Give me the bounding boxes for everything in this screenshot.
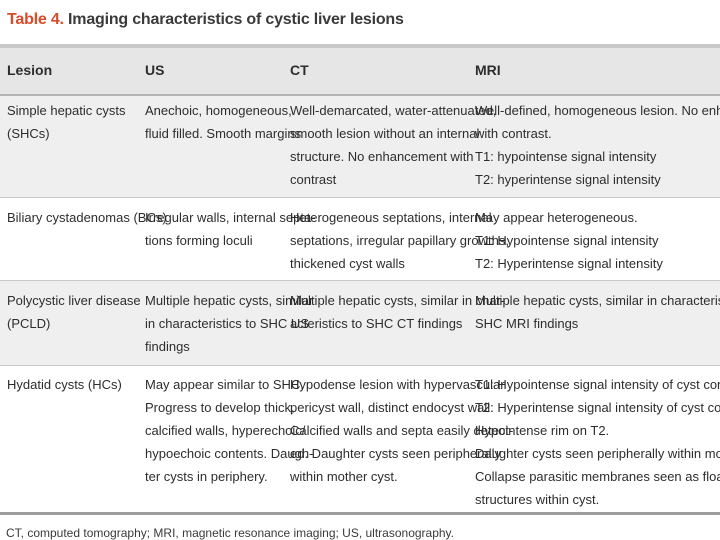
cell-line: Multiple hepatic cysts, similar in char- (290, 293, 506, 308)
table-header-row (0, 48, 720, 96)
cell-line: findings (145, 339, 190, 354)
cell-line: Polycystic liver disease (7, 293, 141, 308)
cell-line: Biliary cystadenomas (BCs) (7, 210, 167, 225)
bottom-rule (0, 512, 720, 515)
cell-line: T1: Hypointense signal intensity of cyst… (475, 377, 720, 392)
table-row (0, 281, 720, 365)
cell-line: Simple hepatic cysts (7, 103, 126, 118)
cell-line: hypoechoic contents. Daugh- (145, 446, 314, 461)
cell-line: ed. Daughter cysts seen peripherally (290, 446, 502, 461)
table-number: Table 4. (7, 11, 64, 28)
cell-line: septations, irregular papillary growths, (290, 233, 509, 248)
cell-mri: Well-defined, homogeneous lesion. No enh… (475, 99, 720, 191)
cell-line: calcified walls, hyperechoic/ (145, 423, 306, 438)
row-divider (0, 280, 720, 281)
row-divider (0, 365, 720, 366)
cell-lesion: Biliary cystadenomas (BCs) (7, 206, 167, 229)
cell-us: Multiple hepatic cysts, similar in chara… (145, 289, 313, 358)
table-row (0, 96, 720, 197)
cell-line: May appear similar to SHC. (145, 377, 304, 392)
cell-line: T2: Hyperintense signal intensity (475, 256, 663, 271)
cell-us: Irregular walls, internal septa- tions f… (145, 206, 316, 252)
cell-line: Hypodense lesion with hypervascular (290, 377, 505, 392)
cell-line: T1: Hypointense signal intensity (475, 233, 659, 248)
cell-line: Well-demarcated, water-attenuated, (290, 103, 497, 118)
cell-line: fluid filled. Smooth margins (145, 126, 302, 141)
table-row (0, 198, 720, 280)
cell-line: structure. No enhancement with (290, 149, 474, 164)
cell-line: contrast (290, 172, 337, 187)
cell-line: May appear heterogeneous. (475, 210, 638, 225)
cell-ct: Hypodense lesion with hypervascular peri… (290, 373, 513, 488)
cell-line: Hydatid cysts (HCs) (7, 377, 122, 392)
cell-ct: Heterogeneous septations, internal septa… (290, 206, 509, 275)
table-title: Table 4. Imaging characteristics of cyst… (7, 11, 404, 29)
table-row (0, 366, 720, 512)
cell-line: structures within cyst. (475, 492, 600, 507)
cell-line: Daughter cysts seen peripherally within … (475, 446, 720, 461)
cell-mri: Multiple hepatic cysts, similar in chara… (475, 289, 720, 335)
cell-us: Anechoic, homogeneous, fluid filled. Smo… (145, 99, 301, 145)
cell-line: acteristics to SHC CT findings (290, 316, 463, 331)
header-ct: CT (290, 62, 309, 78)
row-divider (0, 197, 720, 198)
header-us: US (145, 62, 165, 78)
cell-line: SHC MRI findings (475, 316, 579, 331)
cell-lesion: Polycystic liver disease (PCLD) (7, 289, 141, 335)
header-mri: MRI (475, 62, 501, 78)
cell-mri: May appear heterogeneous. T1: Hypointens… (475, 206, 663, 275)
cell-line: smooth lesion without an internal (290, 126, 480, 141)
table-title-text: Imaging characteristics of cystic liver … (68, 11, 404, 28)
cell-line: Hypointense rim on T2. (475, 423, 610, 438)
cell-line: T2: Hyperintense signal intensity of cys… (475, 400, 720, 415)
cell-line: T1: hypointense signal intensity (475, 149, 657, 164)
cell-line: Multiple hepatic cysts, similar in chara… (475, 293, 720, 308)
cell-line: T2: hyperintense signal intensity (475, 172, 661, 187)
cell-ct: Well-demarcated, water-attenuated, smoot… (290, 99, 496, 191)
cell-mri: T1: Hypointense signal intensity of cyst… (475, 373, 720, 511)
cell-line: in characteristics to SHC US (145, 316, 309, 331)
header-lesion: Lesion (7, 62, 53, 78)
table-footnote: CT, computed tomography; MRI, magnetic r… (6, 526, 454, 540)
cell-line: Multiple hepatic cysts, similar (145, 293, 314, 308)
cell-line: Anechoic, homogeneous, (145, 103, 292, 118)
cell-line: thickened cyst walls (290, 256, 405, 271)
cell-ct: Multiple hepatic cysts, similar in char-… (290, 289, 505, 335)
cell-line: tions forming loculi (145, 233, 253, 248)
cell-line: within mother cyst. (290, 469, 398, 484)
cell-line: pericyst wall, distinct endocyst wall. (290, 400, 494, 415)
top-rule (0, 44, 720, 48)
cell-line: Heterogeneous septations, internal (290, 210, 492, 225)
cell-line: Progress to develop thick, (145, 400, 295, 415)
cell-us: May appear similar to SHC. Progress to d… (145, 373, 313, 488)
cell-line: (SHCs) (7, 126, 50, 141)
cell-lesion: Simple hepatic cysts (SHCs) (7, 99, 126, 145)
cell-line: with contrast. (475, 126, 552, 141)
cell-line: Irregular walls, internal septa- (145, 210, 316, 225)
cell-line: Well-defined, homogeneous lesion. No enh… (475, 103, 720, 118)
cell-line: (PCLD) (7, 316, 51, 331)
cell-line: ter cysts in periphery. (145, 469, 268, 484)
cell-line: Collapse parasitic membranes seen as flo… (475, 469, 720, 484)
cell-line: Calcified walls and septa easily detect- (290, 423, 514, 438)
cell-lesion: Hydatid cysts (HCs) (7, 373, 122, 396)
